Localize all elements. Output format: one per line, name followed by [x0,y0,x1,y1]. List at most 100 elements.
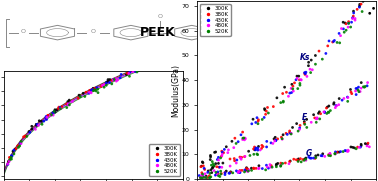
Point [301,120,307,123]
Text: C: C [158,30,163,35]
Point [259,144,265,147]
Point [132,66,138,69]
Point [240,137,246,140]
Point [370,7,376,10]
Point [255,122,261,125]
Point [133,70,139,73]
Point [210,162,216,165]
Point [280,101,286,104]
Point [215,172,221,175]
Point [199,176,205,179]
Point [197,176,203,179]
Point [344,150,350,153]
Point [303,158,309,161]
Point [218,157,224,159]
Point [327,152,333,155]
Point [245,170,251,172]
Point [235,171,242,174]
Point [270,105,276,108]
Point [208,155,214,158]
Point [272,140,278,142]
Point [332,153,338,155]
Point [240,138,246,141]
Point [200,161,206,164]
Point [90,89,96,92]
Point [359,10,365,13]
Point [243,167,249,170]
Point [353,90,359,92]
Point [219,154,225,157]
Point [324,112,330,115]
Point [242,138,248,141]
Text: O: O [21,30,26,34]
Point [200,175,206,178]
Point [280,162,286,165]
Point [9,155,15,157]
Point [274,137,280,140]
Point [336,32,342,35]
Point [327,154,333,157]
Point [357,3,363,6]
Point [239,156,245,159]
Point [259,118,265,121]
Point [287,130,293,132]
Point [354,8,360,11]
Text: G: G [306,149,312,158]
Point [333,104,339,107]
Point [345,149,351,152]
Point [337,41,343,44]
Point [297,124,303,127]
Point [248,167,254,170]
Point [87,91,93,94]
Point [302,123,308,126]
Point [284,133,290,136]
Point [262,108,268,111]
Point [41,120,47,123]
Point [290,90,296,92]
Point [201,176,207,179]
Point [10,150,16,153]
Point [227,165,233,167]
Point [340,28,346,30]
Point [251,167,257,169]
Point [310,157,316,159]
Point [22,134,28,137]
Point [336,103,342,106]
Point [203,176,209,179]
Point [6,160,12,163]
Point [350,10,356,13]
Point [234,159,240,161]
Point [115,79,121,81]
Point [280,100,287,103]
Point [290,126,296,129]
Point [17,144,23,147]
Point [209,160,215,163]
Point [325,153,332,156]
Y-axis label: Modulus(GPa): Modulus(GPa) [171,64,180,117]
Point [23,135,29,138]
Point [334,151,340,154]
Point [365,142,371,145]
Point [321,110,327,113]
Point [163,57,169,60]
Point [256,164,262,167]
Point [198,174,204,177]
Point [111,78,117,81]
Point [251,153,257,156]
Point [198,165,204,168]
Point [75,97,81,100]
Point [313,156,319,159]
Point [8,156,14,159]
Point [308,59,314,62]
Point [105,80,111,83]
Point [58,107,64,110]
Point [109,82,115,85]
Point [210,166,216,169]
Point [66,99,72,102]
Point [340,150,346,153]
Point [110,78,116,81]
Point [352,146,358,149]
Point [20,135,26,138]
Point [206,176,212,179]
Point [298,160,304,163]
